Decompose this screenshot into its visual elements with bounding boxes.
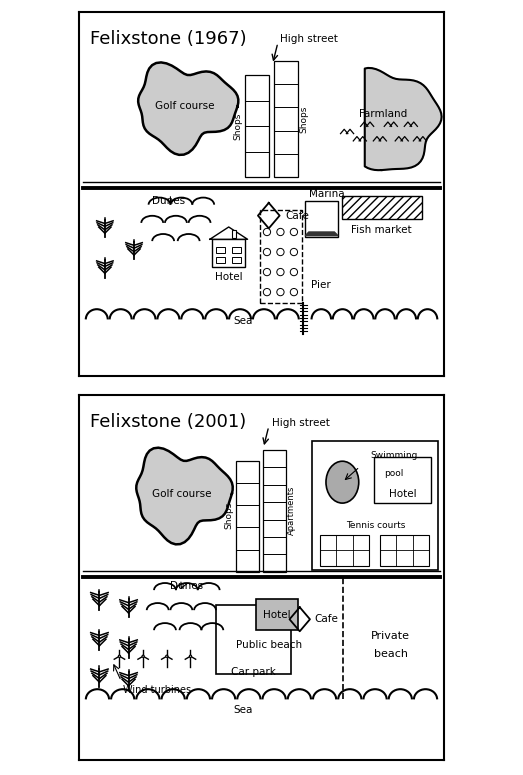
- Bar: [232, 247, 241, 253]
- Text: Sea: Sea: [234, 315, 253, 325]
- Text: Golf course: Golf course: [155, 102, 215, 112]
- Bar: [245, 75, 269, 177]
- Bar: [274, 60, 298, 177]
- Circle shape: [263, 229, 270, 236]
- Text: Private: Private: [371, 631, 411, 641]
- Bar: [305, 201, 338, 237]
- Text: Dunes: Dunes: [170, 581, 203, 591]
- Polygon shape: [137, 448, 233, 544]
- Circle shape: [189, 655, 191, 657]
- Polygon shape: [210, 227, 247, 239]
- Text: Cafe: Cafe: [314, 615, 338, 625]
- Bar: [236, 461, 258, 572]
- Circle shape: [277, 268, 284, 276]
- Text: Fish market: Fish market: [351, 225, 412, 235]
- Text: High street: High street: [280, 34, 337, 44]
- Polygon shape: [258, 203, 280, 229]
- Bar: [380, 535, 429, 566]
- Circle shape: [277, 248, 284, 256]
- Bar: [216, 604, 291, 674]
- Circle shape: [263, 248, 270, 256]
- Text: beach: beach: [374, 649, 408, 659]
- Bar: [342, 195, 422, 219]
- Polygon shape: [305, 232, 338, 236]
- Text: Hotel: Hotel: [215, 272, 243, 282]
- Circle shape: [290, 248, 298, 256]
- Circle shape: [277, 288, 284, 296]
- Text: Felixstone (2001): Felixstone (2001): [90, 414, 246, 432]
- Ellipse shape: [326, 461, 359, 503]
- Bar: [216, 247, 225, 253]
- Text: pool: pool: [384, 469, 404, 478]
- Text: Public beach: Public beach: [236, 639, 302, 649]
- Circle shape: [290, 229, 298, 236]
- Text: Shops: Shops: [299, 105, 308, 133]
- Text: Marina: Marina: [309, 189, 345, 199]
- Bar: [313, 441, 438, 570]
- Text: Hotel: Hotel: [263, 610, 291, 620]
- Polygon shape: [138, 63, 238, 155]
- Circle shape: [290, 268, 298, 276]
- Circle shape: [263, 268, 270, 276]
- Bar: [232, 257, 241, 264]
- Text: Car park: Car park: [231, 666, 276, 677]
- Bar: [260, 210, 302, 303]
- Text: Shops: Shops: [233, 112, 242, 140]
- Bar: [212, 239, 245, 267]
- Text: Golf course: Golf course: [152, 488, 211, 498]
- Text: Tennis courts: Tennis courts: [346, 521, 405, 530]
- Circle shape: [277, 229, 284, 236]
- Bar: [263, 449, 286, 572]
- Bar: [374, 457, 431, 503]
- Text: Cafe: Cafe: [285, 211, 309, 221]
- Text: Hotel: Hotel: [389, 489, 416, 499]
- Bar: [320, 535, 369, 566]
- Text: Shops: Shops: [224, 501, 233, 529]
- Bar: [216, 257, 225, 264]
- Text: Sea: Sea: [234, 705, 253, 715]
- Text: High street: High street: [272, 418, 331, 428]
- Text: Wind turbines: Wind turbines: [123, 685, 191, 695]
- Circle shape: [118, 655, 120, 657]
- Circle shape: [263, 288, 270, 296]
- Text: Swimming: Swimming: [370, 451, 418, 460]
- Circle shape: [290, 288, 298, 296]
- Text: Felixstone (1967): Felixstone (1967): [90, 29, 247, 48]
- Polygon shape: [365, 68, 441, 170]
- Text: Pier: Pier: [311, 280, 331, 290]
- Bar: [256, 599, 298, 630]
- Bar: [232, 230, 236, 238]
- Text: Farmland: Farmland: [359, 109, 407, 119]
- Text: Apartments: Apartments: [287, 485, 296, 535]
- Polygon shape: [290, 608, 310, 632]
- Circle shape: [166, 655, 168, 657]
- Text: Dunes: Dunes: [152, 195, 185, 205]
- Circle shape: [142, 655, 144, 657]
